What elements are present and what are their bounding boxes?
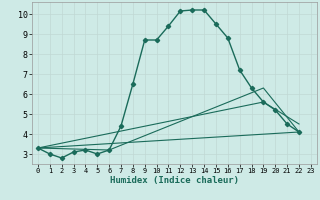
X-axis label: Humidex (Indice chaleur): Humidex (Indice chaleur) — [110, 176, 239, 185]
